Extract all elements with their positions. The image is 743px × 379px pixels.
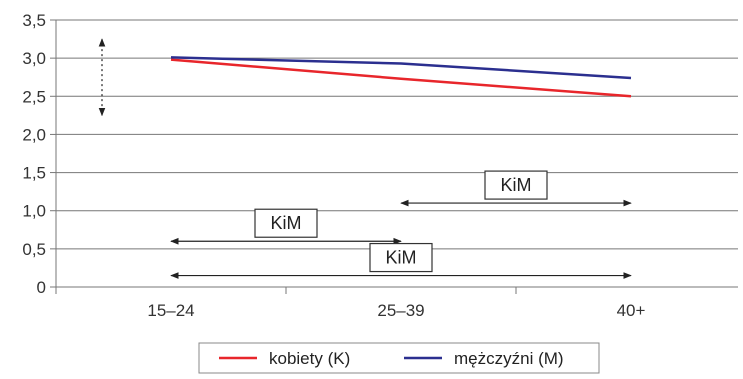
series-line — [170, 58, 632, 98]
annotation-label: KiM — [271, 213, 302, 233]
legend: kobiety (K) mężczyźni (M) — [198, 342, 600, 374]
annotation-label: KiM — [501, 175, 532, 195]
y-tick-label: 3,5 — [22, 11, 46, 30]
legend-label: kobiety (K) — [269, 349, 350, 368]
x-tick-label: 15–24 — [147, 301, 194, 320]
y-tick-label: 2,5 — [22, 87, 46, 106]
annotation-box — [369, 242, 433, 273]
gridlines — [56, 19, 738, 288]
axes: 0 0,5 1,0 1,5 2,0 2,5 3,0 3,5 15–24 25–39 40+ — [22, 11, 646, 320]
y-tick-label: 2,0 — [22, 125, 46, 144]
annotation-label: KiM — [386, 248, 417, 268]
y-tick-label: 3,0 — [22, 49, 46, 68]
x-tick-label: 40+ — [617, 301, 646, 320]
x-tick-label: 25–39 — [377, 301, 424, 320]
annotations: KiM KiM KiM — [98, 38, 632, 279]
y-tick-label: 1,5 — [22, 164, 46, 183]
y-tick-label: 0,5 — [22, 240, 46, 259]
series-line — [170, 56, 632, 80]
legend-label: mężczyźni (M) — [454, 349, 564, 368]
annotation-box — [254, 208, 318, 238]
series-lines — [170, 56, 632, 98]
y-tick-label: 1,0 — [22, 202, 46, 221]
annotation-box — [484, 170, 548, 200]
legend-box — [198, 342, 600, 374]
y-tick-label: 0 — [37, 278, 46, 297]
